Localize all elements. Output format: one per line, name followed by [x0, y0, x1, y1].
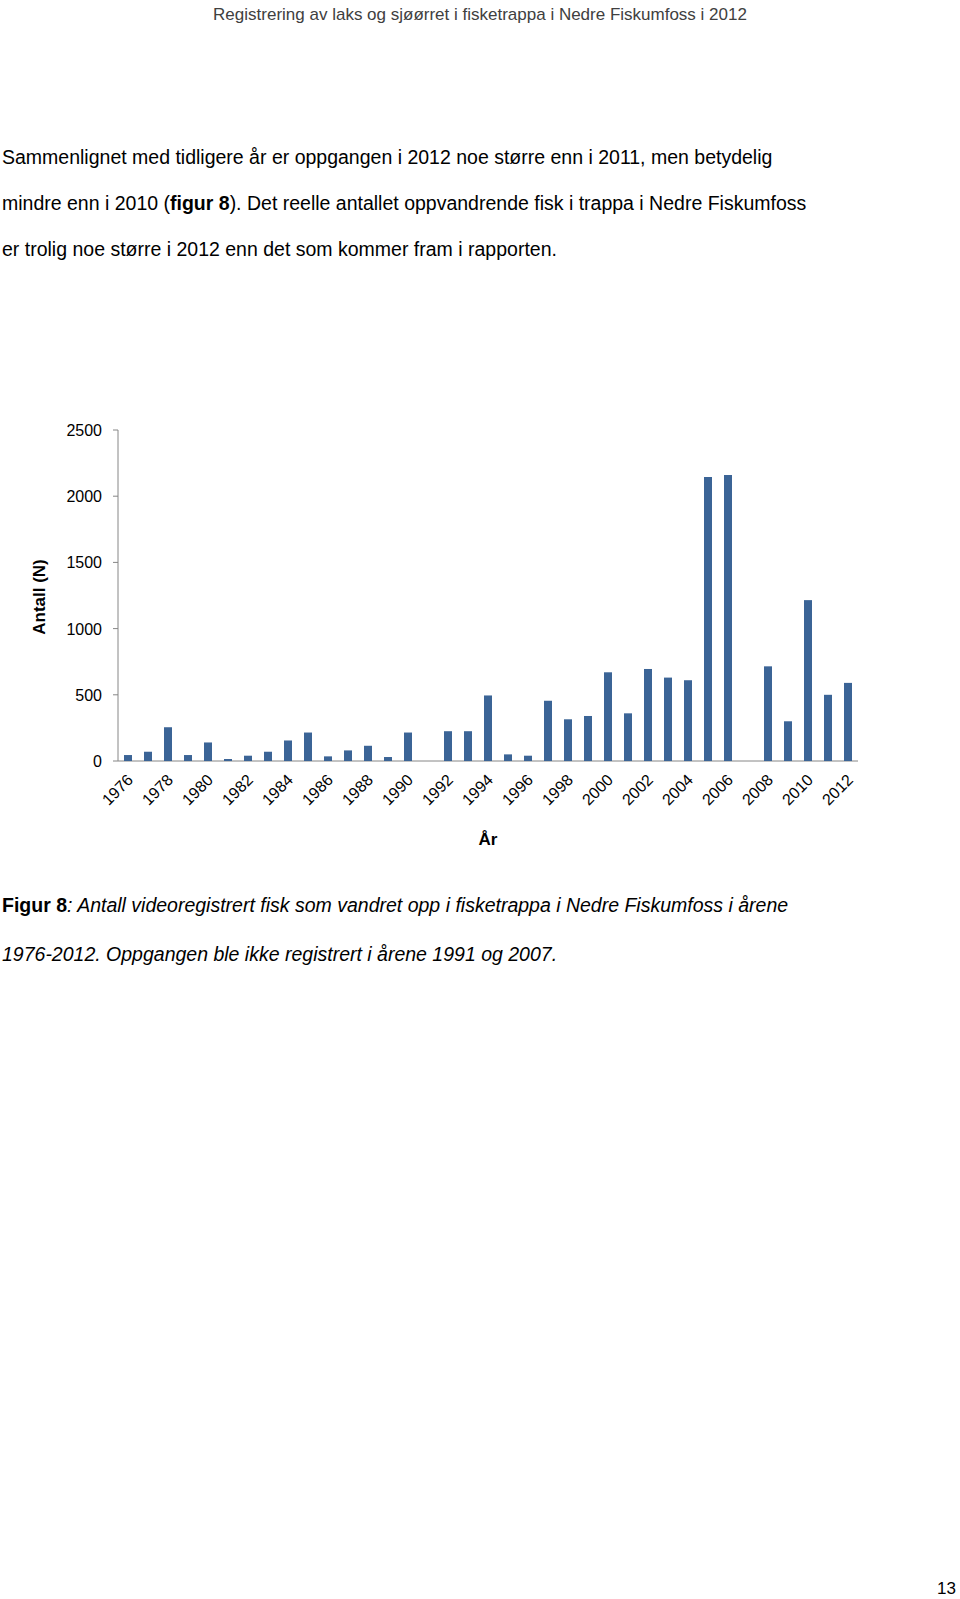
- y-tick: [113, 761, 118, 762]
- bar: [504, 754, 512, 761]
- bar: [684, 680, 692, 761]
- x-tick-label: 1994: [459, 771, 496, 808]
- bar: [264, 752, 272, 761]
- y-tick: [113, 430, 118, 431]
- bar: [404, 733, 412, 761]
- bar: [444, 731, 452, 761]
- x-tick-label: 1992: [419, 771, 456, 808]
- bar: [804, 600, 812, 761]
- bar: [464, 731, 472, 761]
- bar: [824, 695, 832, 761]
- bar: [204, 742, 212, 761]
- x-tick-label: 1996: [499, 771, 536, 808]
- bar: [664, 678, 672, 761]
- x-tick-label: 2000: [579, 771, 616, 808]
- x-tick-label: 2010: [779, 771, 816, 808]
- x-tick-label: 1984: [259, 771, 296, 808]
- bar: [324, 756, 332, 761]
- bar: [564, 719, 572, 761]
- y-tick: [113, 562, 118, 563]
- y-axis-title: Antall (N): [30, 559, 49, 635]
- y-tick-label: 2000: [66, 488, 102, 505]
- bar: [344, 750, 352, 761]
- paragraph-line: er trolig noe større i 2012 enn det som …: [2, 238, 557, 260]
- bar: [844, 683, 852, 761]
- bar: [784, 721, 792, 761]
- paragraph-span: figur 8: [170, 192, 230, 214]
- caption-span: 1976-2012. Oppgangen ble ikke registrert…: [2, 943, 557, 965]
- y-tick-label: 0: [93, 753, 102, 770]
- x-tick-label: 1982: [219, 771, 256, 808]
- x-tick-label: 1990: [379, 771, 416, 808]
- paragraph-span: er trolig noe større i 2012 enn det som …: [2, 238, 557, 260]
- caption-span: Figur 8: [2, 894, 67, 916]
- x-tick-label: 1980: [179, 771, 216, 808]
- bar: [244, 756, 252, 761]
- y-tick: [113, 628, 118, 629]
- page: Registrering av laks og sjøørret i fiske…: [0, 0, 960, 1599]
- caption-line: 1976-2012. Oppgangen ble ikke registrert…: [2, 943, 557, 965]
- page-number: 13: [937, 1579, 956, 1598]
- y-tick-label: 1000: [66, 621, 102, 638]
- x-tick-label: 2002: [619, 771, 656, 808]
- x-tick-label: 2012: [819, 771, 856, 808]
- bar: [724, 475, 732, 761]
- bar: [484, 695, 492, 761]
- bar: [164, 727, 172, 761]
- y-axis-line: [118, 430, 119, 761]
- bar: [384, 757, 392, 761]
- bar: [644, 669, 652, 761]
- y-tick: [113, 496, 118, 497]
- bar: [584, 716, 592, 761]
- bar: [764, 666, 772, 761]
- x-tick-label: 2004: [659, 771, 696, 808]
- x-tick-label: 1998: [539, 771, 576, 808]
- bar: [524, 756, 532, 761]
- bars: [124, 475, 852, 761]
- bar: [624, 713, 632, 761]
- x-tick-label: 1988: [339, 771, 376, 808]
- paragraph-line: mindre enn i 2010 (figur 8). Det reelle …: [2, 192, 806, 214]
- caption-line: Figur 8: Antall videoregistrert fisk som…: [2, 894, 788, 916]
- bar: [304, 733, 312, 761]
- bar: [704, 477, 712, 761]
- bar: [224, 759, 232, 761]
- x-tick-label: 2008: [739, 771, 776, 808]
- x-tick-label: 2006: [699, 771, 736, 808]
- y-tick-label: 500: [75, 687, 102, 704]
- paragraph-span: ). Det reelle antallet oppvandrende fisk…: [230, 192, 807, 214]
- y-tick-label: 1500: [66, 554, 102, 571]
- paragraph-span: Sammenlignet med tidligere år er oppgang…: [2, 146, 772, 168]
- bar: [604, 672, 612, 761]
- y-tick: [113, 694, 118, 695]
- paragraph-line: Sammenlignet med tidligere år er oppgang…: [2, 146, 772, 168]
- bar: [364, 746, 372, 761]
- y-tick-label: 2500: [66, 422, 102, 439]
- x-tick-label: 1976: [99, 771, 136, 808]
- x-tick-label: 1986: [299, 771, 336, 808]
- x-tick-label: 1978: [139, 771, 176, 808]
- paragraph-span: mindre enn i 2010 (: [2, 192, 171, 214]
- bar: [544, 701, 552, 761]
- caption-span: : Antall videoregistrert fisk som vandre…: [67, 894, 788, 916]
- bar: [144, 752, 152, 761]
- bar: [184, 755, 192, 761]
- bar: [124, 755, 132, 761]
- x-axis-title: År: [479, 830, 498, 849]
- chart: 0 500 1000 1500 2000 2500 19761978198019821984…: [30, 422, 858, 849]
- bar: [284, 740, 292, 761]
- page-header: Registrering av laks og sjøørret i fiske…: [213, 5, 747, 24]
